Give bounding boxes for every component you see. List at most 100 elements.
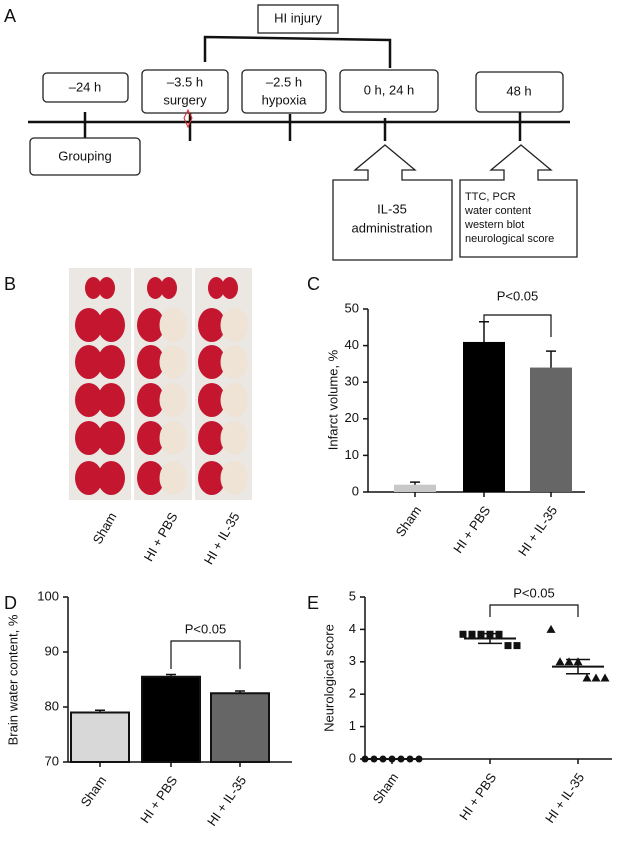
column-label: Sham	[90, 510, 120, 547]
y-tick-label: 70	[45, 753, 59, 768]
y-axis-label: Infarct volume, %	[325, 349, 340, 450]
box	[29, 137, 141, 176]
box	[257, 4, 339, 34]
column-label: HI + PBS	[141, 509, 181, 563]
box-text: hypoxia	[262, 92, 308, 107]
y-tick-label: 4	[349, 621, 356, 636]
y-tick-label: 0	[349, 750, 356, 765]
brain-slice	[220, 308, 248, 342]
brain-slice	[75, 461, 103, 495]
box-text: Grouping	[58, 148, 111, 163]
y-tick-label: 80	[45, 698, 59, 713]
error-bar	[566, 658, 590, 675]
annotation: P<0.05	[185, 621, 227, 636]
box-text: surgery	[163, 92, 207, 107]
brain-slice	[198, 461, 226, 495]
brain-slice	[198, 421, 226, 455]
box-text: 48 h	[506, 83, 531, 98]
box	[241, 69, 327, 114]
box-text: HI injury	[274, 10, 322, 25]
box-text: 0 h, 24 h	[364, 82, 415, 97]
box-text: water content	[464, 205, 531, 217]
brain-slice	[75, 421, 103, 455]
point	[504, 642, 512, 650]
y-tick-label: 20	[345, 410, 359, 425]
bar	[210, 692, 270, 763]
brain-slice	[159, 421, 187, 455]
x-tick-label: HI + PBS	[456, 770, 499, 823]
x-tick-label: HI + PBS	[137, 773, 180, 826]
brain-slice	[75, 308, 103, 342]
panel-label: A	[4, 6, 16, 26]
x-tick-label: HI + IL-35	[515, 503, 560, 559]
brain-slice	[137, 308, 165, 342]
y-tick-label: 5	[349, 588, 356, 603]
bracket	[203, 35, 392, 68]
y-axis-label: Neurological score	[321, 624, 336, 732]
box-text: administration	[352, 220, 433, 235]
x-tick-label: Sham	[78, 773, 110, 809]
y-tick-label: 40	[345, 337, 359, 352]
y-tick-label: 50	[345, 300, 359, 315]
brain-slice	[137, 383, 165, 417]
panel-label: D	[4, 593, 17, 613]
brain-slice	[97, 345, 125, 379]
point	[555, 657, 565, 666]
brain-slice	[160, 277, 177, 299]
photo-column	[195, 268, 252, 500]
brain-slice	[159, 345, 187, 379]
x-tick-label: Sham	[370, 770, 402, 806]
timeline-panel: A HI injury –24 h –3.5 h surgery –2.5 h …	[4, 4, 578, 261]
significance-bracket	[483, 314, 552, 337]
y-tick-label: 30	[345, 374, 359, 389]
box	[42, 72, 129, 103]
x-tick-label: HI + IL-35	[542, 770, 587, 826]
box-text: IL-35	[377, 201, 407, 216]
surgery-marker	[183, 108, 193, 129]
panel-label: B	[4, 274, 16, 294]
timeline-ticks	[83, 112, 522, 141]
brain-slice	[75, 383, 103, 417]
brain-slice	[137, 345, 165, 379]
brain-slice	[220, 461, 248, 495]
x-tick-label: HI + IL-35	[204, 773, 249, 829]
annotation: P<0.05	[513, 585, 555, 600]
brain-slice	[220, 421, 248, 455]
brain-slice	[97, 461, 125, 495]
brain-slice	[159, 308, 187, 342]
point	[591, 673, 601, 682]
bar	[70, 711, 130, 763]
brain-slice	[97, 421, 125, 455]
point	[513, 642, 521, 650]
box-text: –24 h	[69, 79, 102, 94]
y-axis-label: Brain water content, %	[5, 614, 20, 745]
bar	[394, 484, 436, 492]
point	[600, 673, 610, 682]
bar	[463, 341, 505, 492]
box-text: TTC, PCR	[465, 191, 516, 203]
brain-slice	[75, 345, 103, 379]
box-text: western blot	[464, 219, 524, 231]
brain-slice	[97, 383, 125, 417]
y-tick-label: 90	[45, 643, 59, 658]
point	[468, 630, 476, 638]
y-tick-label: 2	[349, 686, 356, 701]
column-label: HI + IL-35	[201, 510, 243, 567]
bar	[141, 675, 201, 763]
box-text: neurological score	[465, 233, 554, 245]
callout	[332, 144, 453, 261]
brain-slice	[137, 421, 165, 455]
y-tick-label: 1	[349, 718, 356, 733]
significance-bracket	[170, 640, 241, 669]
brain-slice	[137, 461, 165, 495]
x-tick-label: HI + PBS	[450, 503, 493, 556]
box-text: –3.5 h	[167, 74, 203, 89]
callout	[459, 144, 578, 258]
point	[361, 755, 369, 763]
brain-slice	[198, 345, 226, 379]
x-tick-label: Sham	[393, 503, 425, 539]
significance-bracket	[489, 604, 579, 617]
box	[339, 69, 439, 113]
panel-label: E	[307, 593, 319, 613]
